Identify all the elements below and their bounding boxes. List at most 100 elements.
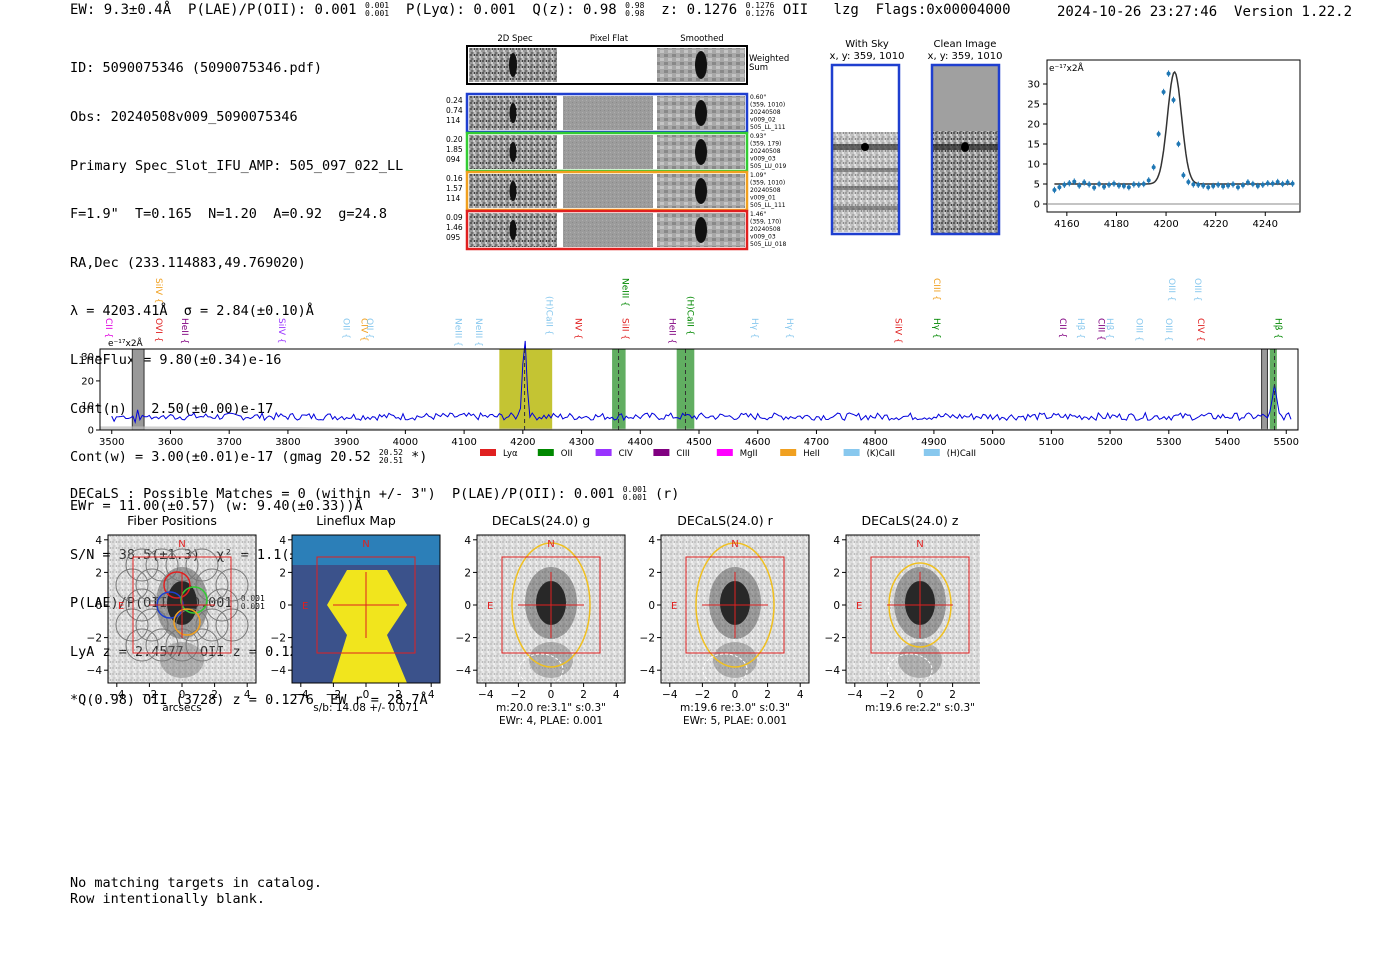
- decals-ytick-label: −4: [640, 665, 656, 677]
- header-plae-range: 0.001 0.001: [365, 1, 390, 18]
- zoom-data-point: [1226, 183, 1231, 188]
- info-primary: Primary Spec_Slot_IFU_AMP: 505_097_022_L…: [70, 157, 404, 174]
- decals-neighbor-source: [160, 642, 204, 678]
- legend-entry: HeII: [780, 449, 820, 459]
- north-label: N: [916, 539, 923, 550]
- decals-neighbor-ellipse: [702, 653, 748, 687]
- legend-entry: (K)CaII: [843, 449, 895, 459]
- cutout-smoothed-line: [695, 100, 707, 126]
- decals-panel-title: DECaLS(24.0) r: [677, 513, 773, 528]
- zoom-data-point: [1097, 182, 1102, 186]
- fiber-circle: [185, 628, 219, 662]
- spectrum-xtick-label: 3800: [275, 437, 300, 448]
- spectrum-xtick-label: 4100: [451, 437, 476, 448]
- zoom-plot-frame: [1046, 59, 1301, 213]
- zoom-xtick-label: 4200: [1153, 219, 1178, 230]
- footer-line-2: Row intentionally blank.: [70, 890, 266, 907]
- clean-image-xy: x, y: 359, 1010: [928, 51, 1003, 62]
- spectrum-xtick-label: 4900: [921, 437, 946, 448]
- decals-panel-title: DECaLS(24.0) g: [492, 513, 590, 528]
- zoom-data-point: [1062, 182, 1067, 187]
- zoom-data-point: [1067, 181, 1072, 186]
- zoom-data-point: [1255, 184, 1260, 188]
- legend-entry: CIV: [595, 449, 633, 459]
- zoom-data-point: [1166, 71, 1171, 76]
- legend-label: CIV: [619, 449, 633, 459]
- spectrum-highlight-band: [612, 349, 626, 430]
- zoom-ytick-label: 20: [1027, 120, 1040, 131]
- legend-swatch: [843, 449, 860, 456]
- header-summary: EW: 9.3±0.4Å P(LAE)/P(OII): 0.001 0.001 0…: [70, 1, 1011, 19]
- legend-swatch: [595, 449, 612, 456]
- spectrum-xtick-label: 5300: [1156, 437, 1181, 448]
- header-qz-range: 0.98 0.98: [625, 1, 645, 18]
- legend-label: OII: [561, 449, 573, 459]
- zoom-data-point: [1206, 185, 1211, 190]
- spectrum-xtick-label: 3900: [334, 437, 359, 448]
- with-sky-image: [830, 63, 901, 236]
- weighted-pixelflat: [559, 48, 655, 82]
- zoom-data-point: [1196, 182, 1201, 187]
- zoom-data-point: [1082, 180, 1087, 185]
- search-box: [685, 556, 785, 654]
- zoom-data-point: [1275, 180, 1280, 184]
- header-timestamp: 2024-10-26 23:27:46: [1057, 4, 1218, 20]
- decals-xtick-label: 2: [764, 689, 771, 701]
- zoom-data-point: [1181, 173, 1186, 178]
- zoom-data-point: [1107, 182, 1112, 187]
- cutout-2dspec-line: [509, 103, 517, 123]
- spectrum-line-label: SiIV {: [893, 318, 903, 344]
- info-fit: F=1.9" T=0.165 N=1.20 A=0.92 g=24.8: [70, 206, 387, 223]
- fiber-circle: [135, 568, 169, 602]
- info-radec: RA,Dec (233.114883,49.769020): [70, 254, 306, 271]
- spectrum-line-label: HeII {: [179, 318, 189, 344]
- zoom-data-point: [1211, 184, 1216, 188]
- spectrum-xtick-label: 4600: [745, 437, 770, 448]
- fiber-circle-highlight: [180, 586, 208, 614]
- cutout-pixelflat: [563, 96, 653, 130]
- spectrum-ytick-label: 30: [81, 352, 94, 363]
- spectrum-masked-region: [1261, 348, 1268, 431]
- decals-panel-caption: s/b: 14.08 +/- 0.071: [313, 702, 418, 714]
- line-fit-zoom-chart: 4160 4180 4200 4220 4240 0 5 10 15 20 25 30 e⁻¹⁷x2Å: [1027, 59, 1301, 230]
- zoom-ytick-label: 10: [1027, 160, 1040, 171]
- decals-ytick-label: 4: [833, 535, 840, 547]
- fiber-circle: [135, 608, 169, 642]
- spectrum-line-label: Hβ {: [1273, 318, 1283, 339]
- east-label: E: [856, 601, 862, 612]
- weighted-sum-label-1: Weighted: [749, 54, 789, 64]
- spectrum-line-label: Hβ {: [1104, 318, 1114, 339]
- decals-panel-caption: m:20.0 re:3.1" s:0.3": [496, 702, 606, 714]
- spectrum-xtick-label: 5000: [980, 437, 1005, 448]
- cutout-smoothed-line: [695, 139, 707, 165]
- weighted-sum-frame: [466, 45, 748, 85]
- cutout-right-label: (359, 1010): [750, 102, 785, 109]
- north-label: N: [547, 539, 554, 550]
- cutout-right-label: 20240508: [750, 148, 781, 155]
- zoom-data-point: [1151, 165, 1156, 170]
- east-label: E: [302, 601, 308, 612]
- zoom-ytick-label: 15: [1027, 140, 1040, 151]
- decals-imaging-panels: Fiber Positions N E −4 −4 −2 −2 0 0 2 2 4 4 arcsecs Li…: [87, 513, 980, 727]
- cutout-2dspec-line: [509, 220, 517, 240]
- decals-ytick-label: 0: [833, 600, 840, 612]
- zoom-data-point: [1072, 179, 1077, 184]
- cutout-pixelflat: [563, 174, 653, 208]
- zoom-xtick-label: 4220: [1203, 219, 1228, 230]
- zoom-xtick-label: 4180: [1104, 219, 1129, 230]
- spectrum-line-label: OII {: [341, 318, 351, 339]
- spectrum-xtick-label: 4200: [510, 437, 535, 448]
- decals-ytick-label: 4: [95, 535, 102, 547]
- fiber-circle: [195, 608, 229, 642]
- spectrum-sky-area: [100, 426, 1298, 430]
- zoom-data-point: [1087, 182, 1092, 187]
- decals-xtick-label: 0: [363, 689, 370, 701]
- legend-entry: MgII: [716, 449, 758, 459]
- east-label: E: [671, 601, 677, 612]
- legend-label: CIII: [676, 449, 689, 459]
- header-timestamp-version: 2024-10-26 23:27:46 Version 1.22.2: [1057, 4, 1352, 20]
- legend-entry: Lyα: [480, 449, 518, 459]
- decals-xtick-label: −2: [511, 689, 526, 701]
- spectrum-line-label: CIII {: [931, 278, 941, 301]
